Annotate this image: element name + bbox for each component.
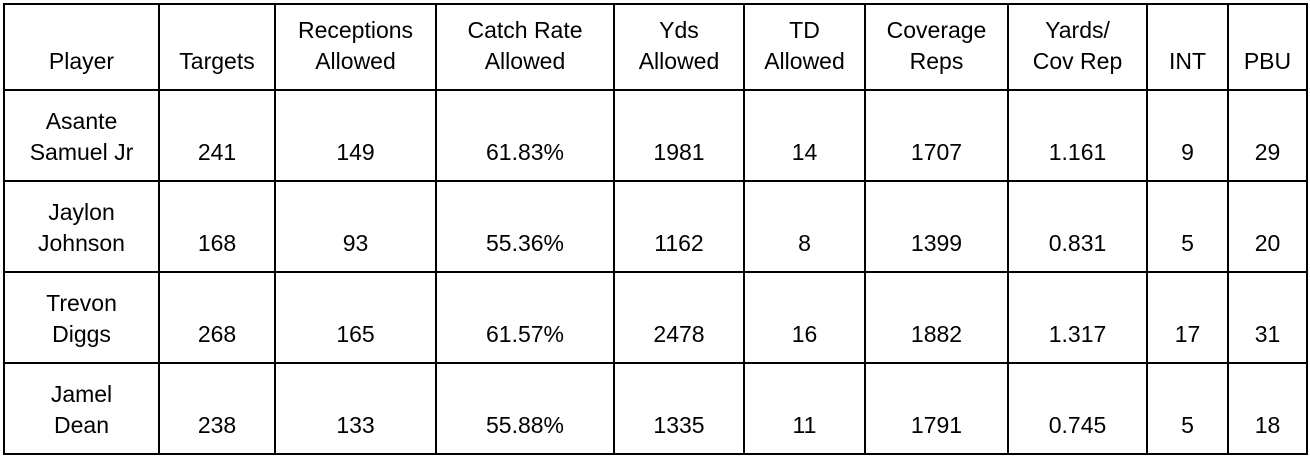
cornerback-coverage-stats-table: Player Targets Receptions Allowed Catch …	[3, 3, 1308, 455]
cell-yards-per-cov-rep: 0.745	[1007, 362, 1148, 455]
cell-td-allowed: 8	[743, 180, 866, 273]
cell-int: 17	[1146, 271, 1229, 364]
cell-yards-per-cov-rep: 0.831	[1007, 180, 1148, 273]
cell-yds-allowed: 1981	[613, 89, 745, 182]
cell-yards-per-cov-rep: 1.317	[1007, 271, 1148, 364]
header-catch-rate-allowed: Catch Rate Allowed	[435, 3, 615, 91]
cell-player: Trevon Diggs	[3, 271, 160, 364]
cell-pbu: 31	[1227, 271, 1308, 364]
cell-coverage-reps: 1399	[864, 180, 1009, 273]
cell-targets: 268	[158, 271, 276, 364]
header-coverage-reps: Coverage Reps	[864, 3, 1009, 91]
cell-targets: 241	[158, 89, 276, 182]
table-row: Asante Samuel Jr 241 149 61.83% 1981 14 …	[3, 89, 1308, 182]
cell-receptions-allowed: 165	[274, 271, 437, 364]
cell-catch-rate-allowed: 61.57%	[435, 271, 615, 364]
header-yards-per-cov-rep: Yards/ Cov Rep	[1007, 3, 1148, 91]
cell-coverage-reps: 1791	[864, 362, 1009, 455]
header-pbu: PBU	[1227, 3, 1308, 91]
cell-catch-rate-allowed: 55.36%	[435, 180, 615, 273]
cell-targets: 168	[158, 180, 276, 273]
cell-td-allowed: 16	[743, 271, 866, 364]
header-td-allowed: TD Allowed	[743, 3, 866, 91]
table-row: Jamel Dean 238 133 55.88% 1335 11 1791 0…	[3, 362, 1308, 455]
cell-pbu: 29	[1227, 89, 1308, 182]
cell-player: Jaylon Johnson	[3, 180, 160, 273]
cell-td-allowed: 14	[743, 89, 866, 182]
cell-yds-allowed: 2478	[613, 271, 745, 364]
cell-coverage-reps: 1882	[864, 271, 1009, 364]
cell-receptions-allowed: 133	[274, 362, 437, 455]
cell-pbu: 20	[1227, 180, 1308, 273]
table-row: Jaylon Johnson 168 93 55.36% 1162 8 1399…	[3, 180, 1308, 273]
header-player: Player	[3, 3, 160, 91]
cell-coverage-reps: 1707	[864, 89, 1009, 182]
header-targets: Targets	[158, 3, 276, 91]
cell-yds-allowed: 1162	[613, 180, 745, 273]
header-yds-allowed: Yds Allowed	[613, 3, 745, 91]
cell-receptions-allowed: 149	[274, 89, 437, 182]
cell-receptions-allowed: 93	[274, 180, 437, 273]
table-header-row: Player Targets Receptions Allowed Catch …	[3, 3, 1308, 91]
cell-td-allowed: 11	[743, 362, 866, 455]
cell-pbu: 18	[1227, 362, 1308, 455]
cell-catch-rate-allowed: 61.83%	[435, 89, 615, 182]
cell-player: Asante Samuel Jr	[3, 89, 160, 182]
header-int: INT	[1146, 3, 1229, 91]
cell-int: 5	[1146, 180, 1229, 273]
table-row: Trevon Diggs 268 165 61.57% 2478 16 1882…	[3, 271, 1308, 364]
cell-player: Jamel Dean	[3, 362, 160, 455]
cell-int: 5	[1146, 362, 1229, 455]
cell-int: 9	[1146, 89, 1229, 182]
cell-yds-allowed: 1335	[613, 362, 745, 455]
header-receptions-allowed: Receptions Allowed	[274, 3, 437, 91]
cell-targets: 238	[158, 362, 276, 455]
cell-yards-per-cov-rep: 1.161	[1007, 89, 1148, 182]
cell-catch-rate-allowed: 55.88%	[435, 362, 615, 455]
